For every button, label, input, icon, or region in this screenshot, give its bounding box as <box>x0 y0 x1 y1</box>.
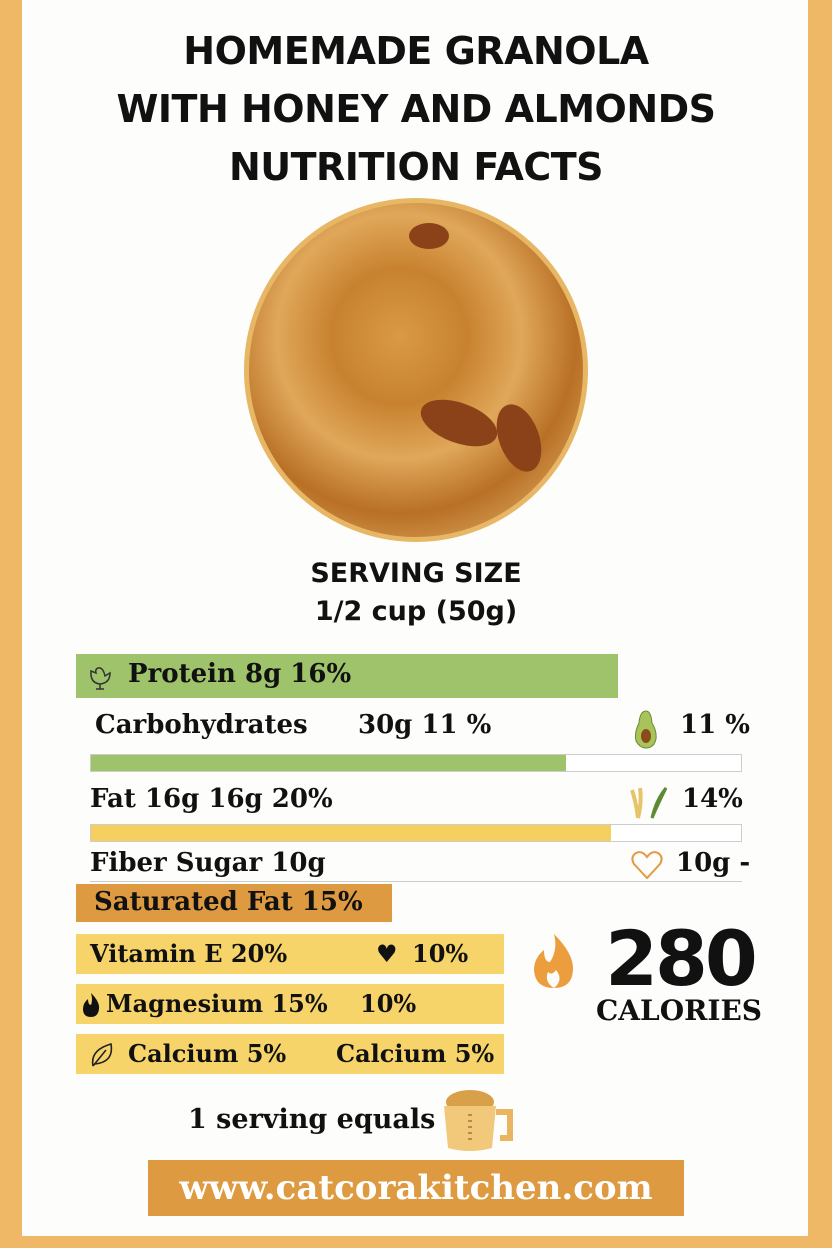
serving-equals-label: 1 serving equals <box>188 1104 436 1135</box>
divider <box>90 881 742 882</box>
magnesium-label: Magnesium 15% <box>106 989 328 1018</box>
measuring-cup-icon <box>444 1090 513 1151</box>
page-title: HOMEMADE GRANOLA WITH HONEY AND ALMONDS … <box>0 22 832 196</box>
saturated-fat-row: Saturated Fat 15% <box>76 884 392 922</box>
avocado-icon <box>634 710 657 749</box>
granola-photo <box>244 198 588 542</box>
vitamin-row: Vitamin E 20% ♥ 10% <box>76 934 504 974</box>
flame-icon <box>83 993 100 1017</box>
protein-label: Protein 8g 16% <box>128 659 352 689</box>
fat-label: Fat 16g 16g 20% <box>90 784 333 814</box>
carbs-label: Carbohydrates <box>95 710 308 740</box>
fiber-right-value: 10g - <box>676 848 751 878</box>
calcium-label: Calcium 5% <box>128 1039 287 1068</box>
heart-icon: ♥ <box>376 939 398 968</box>
saturated-fat-label: Saturated Fat 15% <box>94 887 363 917</box>
flame-icon <box>534 934 574 988</box>
magnesium-row: Magnesium 15% 10% <box>76 984 504 1024</box>
almond <box>409 223 449 249</box>
serving-size-value: 1/2 cup (50g) <box>314 596 518 627</box>
vitamin-right-value: 10% <box>412 939 469 968</box>
carbs-progress-bar <box>90 754 742 772</box>
chicken-icon <box>90 667 111 690</box>
calories-label: CALORIES <box>596 994 763 1027</box>
fiber-sugar-label: Fiber Sugar 10g <box>90 848 326 878</box>
almond <box>414 390 504 456</box>
almond <box>488 398 550 478</box>
heart-outline-icon <box>631 851 663 880</box>
calcium-right-value: Calcium 5% <box>336 1039 495 1068</box>
protein-row: Protein 8g 16% <box>76 654 618 698</box>
serving-size-label: SERVING SIZE <box>310 558 522 589</box>
vitamin-e-label: Vitamin E 20% <box>90 939 288 968</box>
fat-progress-fill <box>91 825 611 841</box>
title-line: WITH HONEY AND ALMONDS <box>116 87 716 131</box>
fat-progress-bar <box>90 824 742 842</box>
carbs-value: 30g 11 % <box>358 710 492 740</box>
carbs-right-value: 11 % <box>680 710 750 740</box>
calories-value: 280 <box>605 914 758 1003</box>
wheat-icon <box>630 787 668 819</box>
title-line: NUTRITION FACTS <box>228 145 604 189</box>
leaf-icon <box>91 1042 113 1067</box>
fat-right-value: 14% <box>682 784 743 814</box>
title-line: HOMEMADE GRANOLA <box>183 29 649 73</box>
magnesium-right-value: 10% <box>360 989 417 1018</box>
carbs-progress-fill <box>91 755 566 771</box>
website-link[interactable]: www.catcorakitchen.com <box>148 1160 684 1216</box>
calcium-row: Calcium 5% Calcium 5% <box>76 1034 504 1074</box>
